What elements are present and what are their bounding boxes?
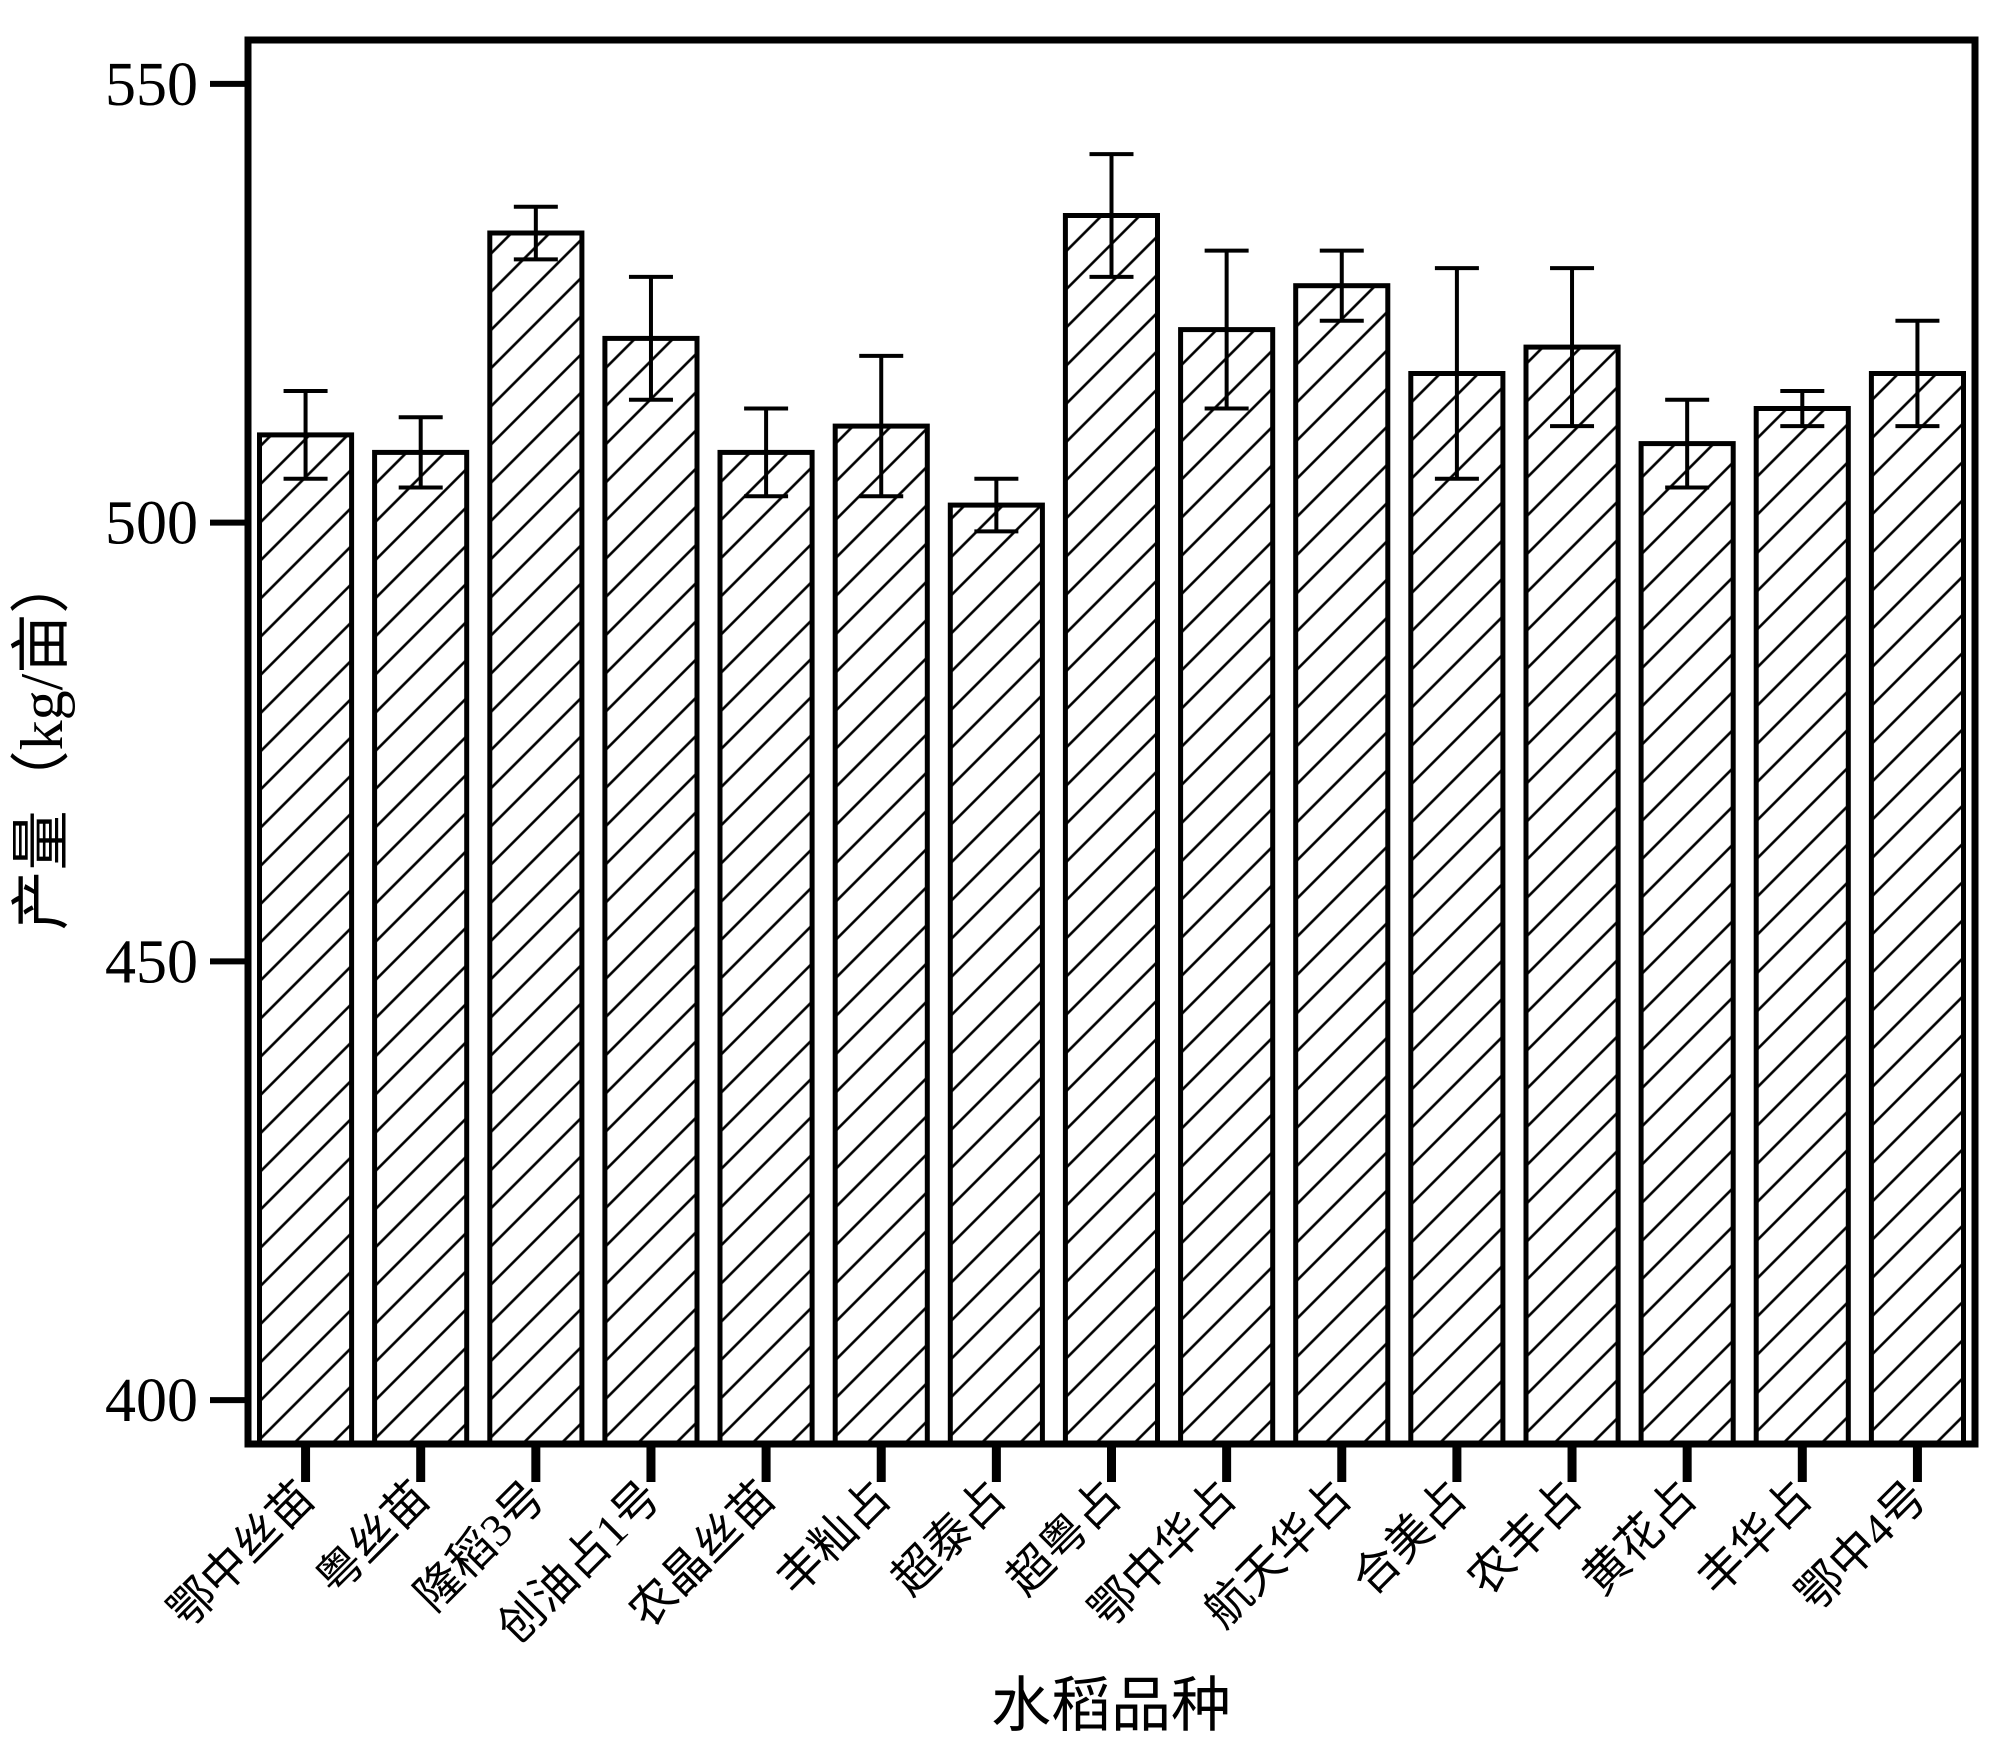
bar — [1062, 213, 1161, 1447]
bar — [1523, 344, 1621, 1447]
bar — [832, 423, 930, 1447]
x-category-label: 合美占 — [1342, 1471, 1476, 1605]
bar — [1868, 371, 1967, 1447]
bar — [1638, 441, 1736, 1447]
x-category-label: 鄂中丝苗 — [158, 1471, 324, 1637]
bar — [487, 230, 585, 1447]
y-tick-label: 400 — [105, 1367, 198, 1435]
x-category-label: 农丰占 — [1457, 1471, 1591, 1605]
bar — [372, 449, 470, 1447]
y-axis-title: 产量（kg/亩） — [9, 554, 75, 931]
x-category-label: 鄂中4号 — [1787, 1471, 1937, 1621]
bar — [1178, 327, 1276, 1447]
y-tick-label: 500 — [105, 490, 198, 558]
bar — [717, 449, 815, 1447]
bar — [257, 432, 355, 1447]
x-category-label: 黄花占 — [1573, 1471, 1707, 1605]
x-category-label: 丰籼占 — [767, 1471, 901, 1605]
bar — [947, 502, 1045, 1447]
y-tick-label: 450 — [105, 928, 198, 996]
x-axis-title: 水稻品种 — [991, 1673, 1231, 1739]
bar — [1293, 283, 1391, 1447]
x-category-label: 超泰占 — [882, 1471, 1016, 1605]
plot-area: 鄂中丝苗粤丝苗隆稻3号创油占1号农晶丝苗丰籼占超泰占超粤占鄂中华占航天华占合美占… — [105, 36, 1979, 1653]
bar — [1753, 406, 1851, 1447]
plot-border — [244, 36, 1979, 1448]
bar — [602, 335, 700, 1447]
y-tick-label: 550 — [105, 51, 198, 119]
bar — [1408, 371, 1506, 1447]
